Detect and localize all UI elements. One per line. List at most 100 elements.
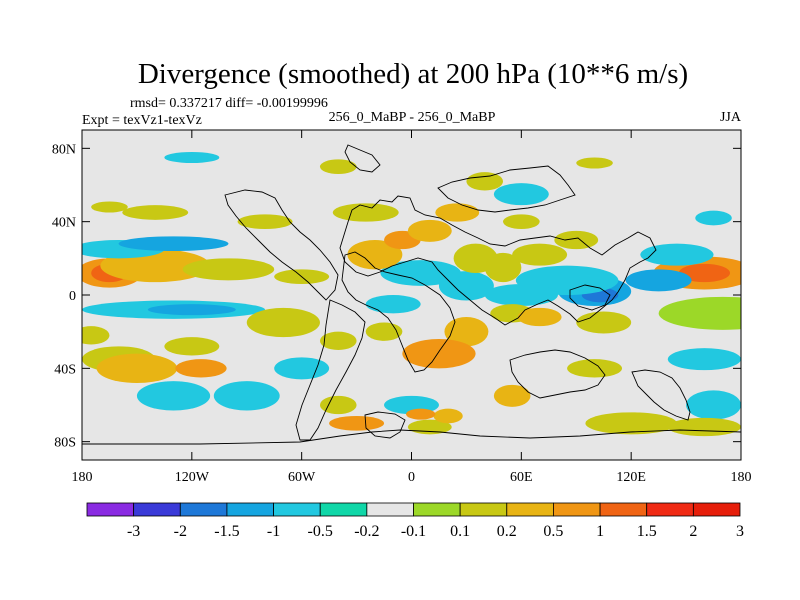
season-label: JJA xyxy=(720,110,742,125)
map-area xyxy=(82,130,741,460)
contour-patch-33 xyxy=(402,339,476,369)
contour-patch-13 xyxy=(625,269,692,292)
chart-title: Divergence (smoothed) at 200 hPa (10**6 … xyxy=(138,58,688,90)
colorbar-box-10 xyxy=(553,502,601,517)
colorbar-label-3: -1 xyxy=(267,523,280,540)
colorbar-label-5: -0.2 xyxy=(354,523,379,540)
contour-patch-5 xyxy=(182,258,275,281)
contour-patch-32 xyxy=(444,317,489,347)
contour-patch-45 xyxy=(175,359,227,378)
case-label: 256_0_MaBP - 256_0_MaBP xyxy=(329,110,496,125)
contour-patch-57 xyxy=(585,412,677,435)
coastline-layer xyxy=(82,144,741,445)
colorbar-box-11 xyxy=(599,502,648,517)
contour-patch-17 xyxy=(484,284,558,306)
contour-patch-62 xyxy=(695,210,732,226)
x-tick-label-3: 0 xyxy=(408,470,415,485)
colorbar-box-5 xyxy=(319,502,368,517)
contour-patch-53 xyxy=(329,416,385,431)
contour-patch-48 xyxy=(136,381,211,411)
contour-patch-50 xyxy=(274,357,330,380)
stats-line: rmsd= 0.337217 diff= -0.00199996 xyxy=(130,96,328,111)
contour-patch-28 xyxy=(512,243,568,266)
contour-patch-40 xyxy=(567,359,623,378)
coastline-10 xyxy=(569,284,611,311)
contour-layer xyxy=(82,152,741,437)
colorbar-label-6: -0.1 xyxy=(401,523,426,540)
colorbar-box-7 xyxy=(413,502,461,517)
colorbar-label-1: -2 xyxy=(174,523,187,540)
x-tick-label-0: 180 xyxy=(72,470,93,485)
contour-patch-56 xyxy=(406,408,436,420)
colorbar-label-0: -3 xyxy=(127,523,140,540)
contour-patch-31 xyxy=(576,311,632,334)
contour-patch-39 xyxy=(493,384,531,407)
contour-patch-19 xyxy=(380,260,461,286)
y-tick-label-3: 40S xyxy=(54,362,76,377)
colorbar-label-4: -0.5 xyxy=(308,523,333,540)
colorbar-box-6 xyxy=(366,502,414,517)
y-tick-label-2: 0 xyxy=(69,289,76,304)
coastline-9 xyxy=(344,144,381,173)
y-axis: 80N 40N 0 40S 80S xyxy=(52,142,741,451)
contour-patch-34 xyxy=(365,322,403,341)
colorbar-label-9: 0.5 xyxy=(543,523,563,540)
colorbar-box-4 xyxy=(273,502,321,517)
colorbar: -3 -2 -1.5 -1 -0.5 -0.2 -0.1 0.1 0.2 0.5 1 1.5 2 3 xyxy=(86,502,744,540)
x-tick-label-5: 120E xyxy=(616,470,646,485)
contour-patch-35 xyxy=(319,331,357,351)
contour-patch-55 xyxy=(433,408,463,424)
colorbar-box-9 xyxy=(506,502,554,517)
contour-patch-63 xyxy=(493,183,549,206)
colorbar-label-8: 0.2 xyxy=(497,523,517,540)
coastline-6 xyxy=(631,369,691,421)
contour-patch-66 xyxy=(319,159,357,175)
contour-patch-29 xyxy=(554,230,599,250)
coastline-0 xyxy=(339,195,657,326)
coastline-7 xyxy=(82,429,741,445)
coastline-8 xyxy=(364,411,406,439)
contour-patch-65 xyxy=(164,152,220,163)
contour-patch-27 xyxy=(484,252,522,283)
contour-patch-52 xyxy=(319,395,357,415)
colorbar-label-2: -1.5 xyxy=(214,523,239,540)
y-tick-label-4: 80S xyxy=(54,436,76,451)
colorbar-box-1 xyxy=(133,502,181,517)
colorbar-box-2 xyxy=(179,502,228,517)
x-tick-label-4: 60E xyxy=(510,470,533,485)
colorbar-box-8 xyxy=(459,502,508,517)
coastline-3 xyxy=(295,299,366,441)
contour-patch-42 xyxy=(686,390,741,420)
contour-patch-44 xyxy=(96,353,178,384)
contour-patch-9 xyxy=(147,304,236,316)
colorbar-box-3 xyxy=(226,502,274,517)
x-tick-label-6: 180 xyxy=(731,470,752,485)
coastline-4 xyxy=(437,165,576,213)
colorbar-box-12 xyxy=(646,502,694,517)
contour-patch-59 xyxy=(122,205,189,220)
contour-patch-36 xyxy=(246,307,320,338)
contour-patch-24 xyxy=(435,203,480,222)
x-tick-label-1: 120W xyxy=(175,470,210,485)
contour-patch-11 xyxy=(118,236,229,252)
coastline-2 xyxy=(224,189,339,301)
colorbar-box-13 xyxy=(692,502,741,517)
contour-patch-12 xyxy=(640,243,714,266)
x-axis: 180 120W 60W 0 60E 120E 180 xyxy=(72,130,752,485)
contour-patch-1 xyxy=(678,263,731,283)
coastline-1 xyxy=(341,251,456,373)
colorbar-box-0 xyxy=(86,502,135,517)
coastline-5 xyxy=(509,349,606,399)
contour-patch-7 xyxy=(658,296,741,330)
contour-patch-41 xyxy=(667,348,741,371)
contour-patch-47 xyxy=(82,326,110,345)
colorbar-label-13: 3 xyxy=(736,523,744,540)
contour-patch-61 xyxy=(91,201,128,213)
contour-patch-30 xyxy=(503,214,540,230)
experiment-line: Expt = texVz1-texVz xyxy=(82,113,202,128)
contour-patch-67 xyxy=(576,157,613,169)
colorbar-label-7: 0.1 xyxy=(450,523,470,540)
y-tick-label-1: 40N xyxy=(52,216,76,231)
contour-patch-60 xyxy=(237,214,293,230)
contour-patch-38 xyxy=(517,307,562,327)
